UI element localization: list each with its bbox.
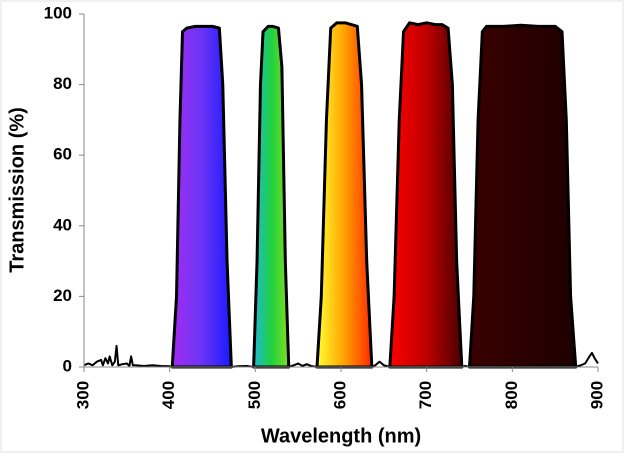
x-tick-label: 400 xyxy=(159,381,178,409)
y-axis-label: Transmission (%) xyxy=(6,107,28,273)
y-tick-label: 60 xyxy=(53,145,72,164)
y-tick-label: 0 xyxy=(63,356,72,375)
band-area xyxy=(315,21,374,369)
x-tick-label: 900 xyxy=(587,381,606,409)
y-tick-label: 40 xyxy=(53,215,72,234)
x-tick-label: 500 xyxy=(245,381,264,409)
x-tick-label: 700 xyxy=(416,381,435,409)
y-tick-label: 80 xyxy=(53,74,72,93)
band-area xyxy=(170,24,233,369)
x-axis-label: Wavelength (nm) xyxy=(261,425,421,447)
x-tick-label: 600 xyxy=(330,381,349,409)
band-area xyxy=(468,23,578,369)
band-area xyxy=(388,21,464,369)
y-tick-label: 20 xyxy=(53,286,72,305)
y-tick-label: 100 xyxy=(44,3,72,22)
band-area xyxy=(252,24,291,369)
x-tick-label: 300 xyxy=(73,381,92,409)
x-tick-label: 800 xyxy=(502,381,521,409)
